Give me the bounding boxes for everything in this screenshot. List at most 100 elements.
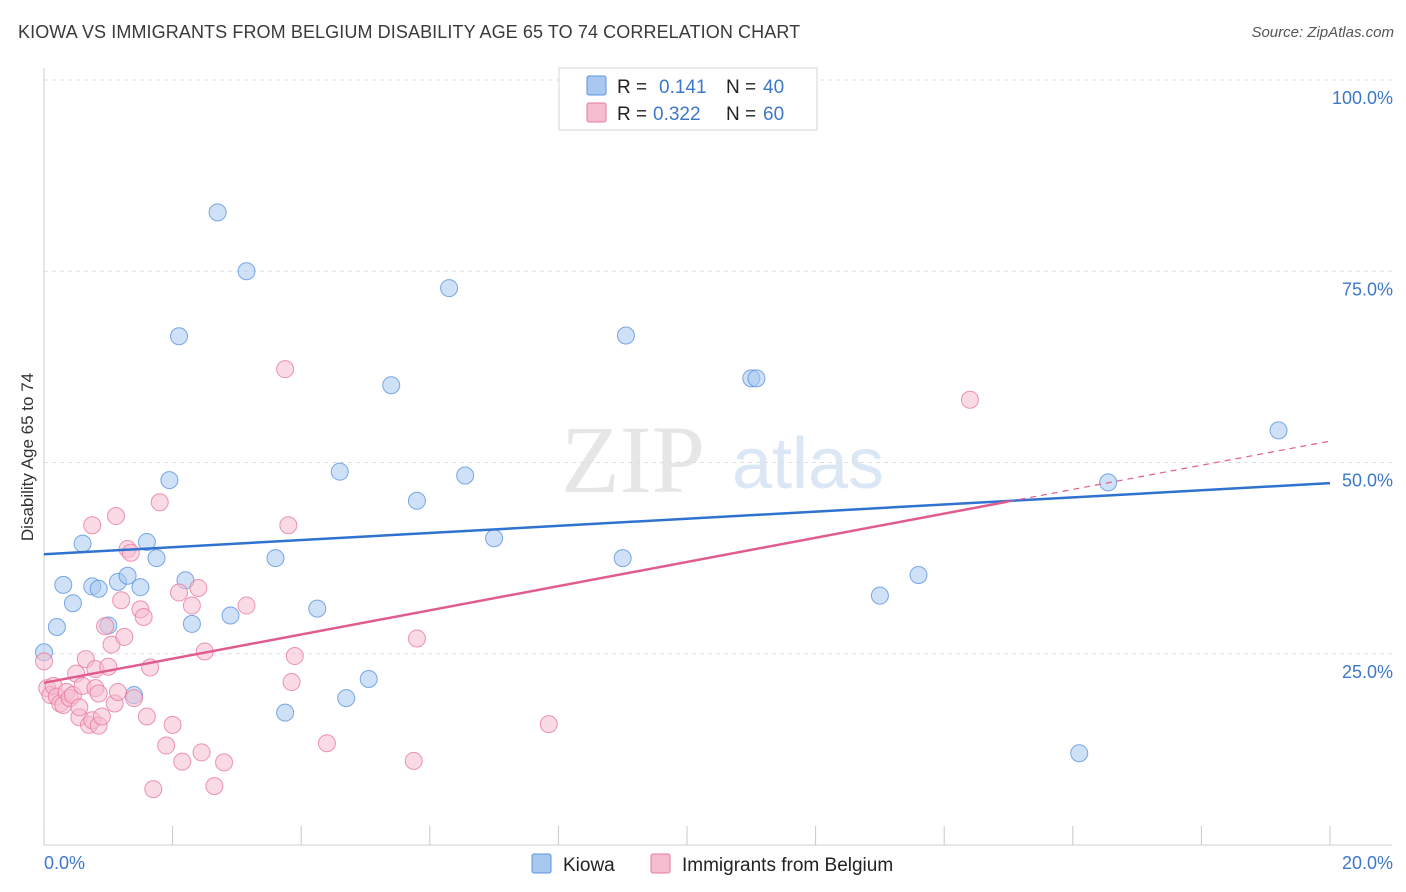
point-kiowa-24: [330, 462, 349, 481]
point-belgium-25: [107, 507, 126, 526]
point-kiowa-28: [407, 491, 426, 510]
point-kiowa-25: [337, 689, 356, 708]
point-kiowa-31: [485, 529, 504, 548]
point-kiowa-36: [870, 586, 889, 605]
trend-line-kiowa: [43, 481, 1331, 556]
point-kiowa-40: [1269, 421, 1288, 440]
point-belgium-29: [121, 543, 140, 562]
point-belgium-19: [96, 617, 115, 636]
y-tick-label-50: 50.0%: [1342, 471, 1393, 491]
point-belgium-54: [407, 629, 426, 648]
watermark-atlas: atlas: [732, 424, 884, 504]
point-belgium-37: [157, 736, 176, 755]
point-kiowa-13: [147, 549, 166, 568]
legend-swatch-kiowa: [586, 75, 607, 96]
legend-swatch-belgium: [586, 102, 607, 123]
point-belgium-43: [192, 743, 211, 762]
y-tick-label-100: 100.0%: [1332, 88, 1393, 108]
point-belgium-20: [83, 516, 102, 535]
source-credit: Source: ZipAtlas.com: [1251, 24, 1394, 41]
point-belgium-53: [404, 751, 423, 770]
point-belgium-26: [112, 591, 131, 610]
point-kiowa-2: [54, 575, 73, 594]
point-kiowa-6: [89, 579, 108, 598]
x-ticks: [43, 826, 1331, 845]
point-belgium-36: [150, 493, 169, 512]
point-belgium-0: [35, 652, 53, 671]
point-kiowa-3: [63, 594, 82, 613]
point-kiowa-20: [237, 262, 256, 281]
point-kiowa-19: [221, 606, 240, 625]
legend-n-value-kiowa: 40: [763, 77, 784, 98]
point-kiowa-33: [616, 326, 635, 345]
point-belgium-38: [163, 715, 182, 734]
point-belgium-39: [170, 583, 189, 602]
trend-lines: [43, 440, 1331, 685]
point-belgium-27: [115, 627, 134, 646]
point-belgium-58: [70, 698, 89, 717]
point-kiowa-9: [118, 566, 137, 585]
legend-r-value-kiowa: 0.141: [659, 77, 707, 98]
point-belgium-47: [237, 596, 256, 615]
point-belgium-51: [285, 647, 304, 666]
point-belgium-32: [134, 608, 153, 627]
point-belgium-46: [215, 753, 234, 772]
x-tick-label-min: 0.0%: [44, 853, 85, 873]
point-kiowa-27: [382, 376, 401, 395]
point-kiowa-23: [308, 599, 327, 618]
point-kiowa-38: [1070, 744, 1089, 763]
point-belgium-18: [92, 707, 111, 726]
point-kiowa-37: [909, 565, 928, 584]
legend-n-label-belgium: N =: [726, 104, 756, 125]
bottom-legend-swatch-kiowa: [531, 853, 552, 874]
chart-title: KIOWA VS IMMIGRANTS FROM BELGIUM DISABIL…: [18, 22, 801, 42]
point-belgium-45: [205, 777, 224, 796]
point-kiowa-4: [73, 534, 92, 553]
point-kiowa-30: [456, 466, 475, 485]
point-belgium-48: [276, 360, 295, 379]
point-kiowa-22: [276, 703, 295, 722]
point-kiowa-35: [747, 369, 766, 388]
y-axis-label: Disability Age 65 to 74: [18, 373, 37, 541]
legend-r-label-kiowa: R =: [617, 77, 647, 98]
point-belgium-55: [539, 715, 558, 734]
point-belgium-40: [173, 752, 192, 771]
legend-n-value-belgium: 60: [763, 104, 784, 125]
trend-line-belgium: [43, 500, 1009, 685]
y-tick-label-75: 75.0%: [1342, 279, 1393, 299]
point-kiowa-1: [47, 617, 66, 636]
point-belgium-50: [282, 673, 301, 692]
point-kiowa-14: [160, 471, 179, 490]
point-belgium-57: [108, 683, 127, 701]
x-tick-labels: 0.0% 20.0%: [44, 853, 1393, 873]
y-tick-labels: 25.0% 50.0% 75.0% 100.0%: [1332, 88, 1393, 682]
bottom-legend-swatch-belgium: [650, 853, 671, 874]
point-kiowa-18: [208, 203, 227, 222]
point-belgium-41: [182, 596, 201, 615]
watermark-zip: ZIP: [561, 406, 705, 513]
point-kiowa-12: [137, 533, 156, 552]
axes: [43, 68, 1392, 846]
point-belgium-33: [137, 707, 156, 726]
point-kiowa-21: [266, 549, 285, 568]
point-belgium-59: [89, 684, 108, 703]
bottom-legend-label-kiowa: Kiowa: [563, 855, 615, 876]
point-belgium-49: [279, 516, 298, 535]
legend-n-label-kiowa: N =: [726, 77, 756, 98]
point-belgium-52: [317, 734, 336, 753]
point-kiowa-11: [131, 578, 150, 597]
watermark: ZIP atlas: [561, 406, 884, 513]
point-belgium-42: [189, 578, 208, 597]
legend-r-value-belgium: 0.322: [653, 104, 701, 125]
series-legend: Kiowa Immigrants from Belgium: [531, 853, 893, 876]
bottom-legend-label-belgium: Immigrants from Belgium: [682, 855, 893, 876]
point-belgium-56: [960, 390, 979, 409]
y-tick-label-25: 25.0%: [1342, 662, 1393, 682]
point-kiowa-26: [359, 669, 378, 688]
x-tick-label-max: 20.0%: [1342, 853, 1393, 873]
point-belgium-35: [144, 780, 163, 799]
point-kiowa-32: [613, 549, 632, 568]
legend-r-label-belgium: R =: [617, 104, 647, 125]
point-kiowa-17: [182, 614, 201, 633]
